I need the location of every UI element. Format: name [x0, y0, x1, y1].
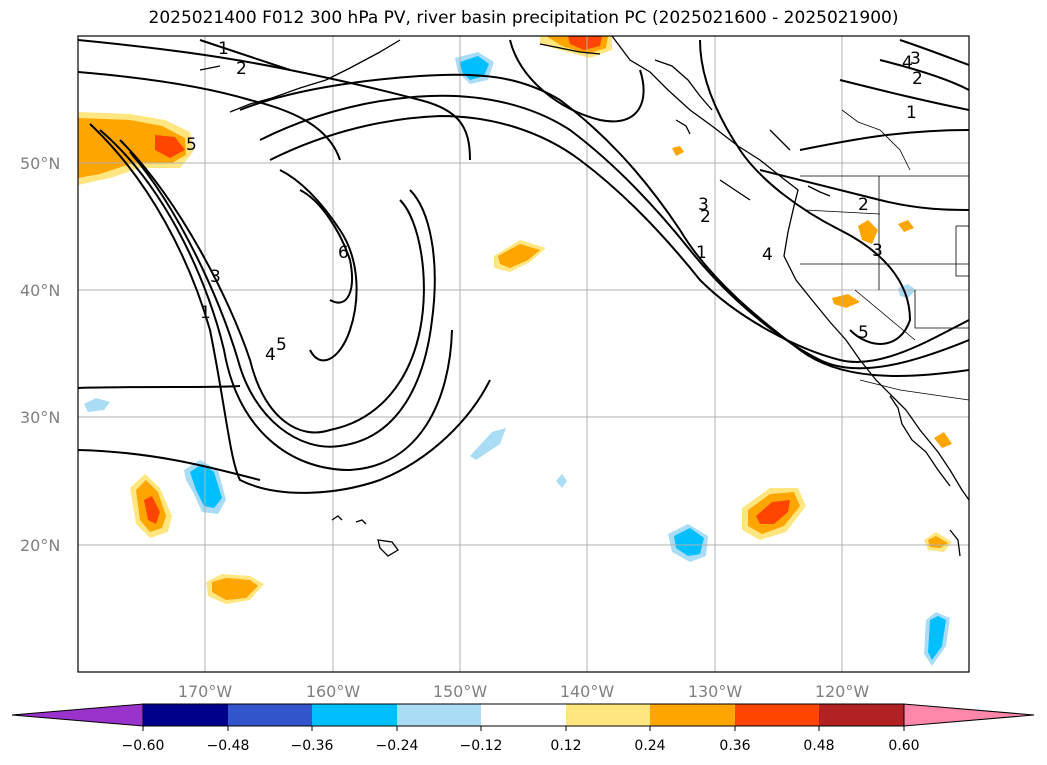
precip-patch [672, 146, 684, 156]
map-area [78, 36, 969, 672]
colorbar-segment [650, 704, 735, 726]
contour-label: 5 [276, 335, 287, 355]
colorbar-tick-label: 0.60 [888, 738, 919, 754]
contour-label: 4 [762, 245, 773, 265]
contour-label: 3 [210, 267, 221, 287]
colorbar-tick-label: −0.60 [122, 738, 165, 754]
lat-label: 50°N [20, 154, 60, 173]
contour-label: 4 [902, 53, 913, 73]
precip-patch [898, 220, 914, 232]
lon-label: 150°W [433, 682, 488, 701]
colorbar-segment [566, 704, 650, 726]
contour-label: 3 [698, 195, 709, 215]
precip-patch [84, 398, 110, 412]
colorbar-tick-label: −0.48 [207, 738, 250, 754]
precip-patch [144, 496, 160, 524]
contour-labels: 1 2 3 4 5 6 1 2 3 4 5 1 2 3 4 1 2 3 5 [186, 39, 923, 365]
precip-patch [212, 578, 258, 600]
contour-label: 5 [186, 135, 197, 155]
precip-patch [190, 464, 222, 508]
colorbar-segment [735, 704, 819, 726]
contour-label: 5 [858, 323, 869, 343]
precip-patch [858, 220, 878, 244]
contour-label: 4 [265, 345, 276, 365]
colorbar-tick-label: 0.36 [719, 738, 750, 754]
colorbar-tick-label: 0.24 [634, 738, 665, 754]
colorbar-tick-label: 0.48 [803, 738, 834, 754]
precip-patch [470, 428, 506, 460]
lon-label: 170°W [178, 682, 233, 701]
lon-labels: 170°W 160°W 150°W 140°W 130°W 120°W [178, 682, 870, 701]
precip-patch [928, 616, 946, 660]
contour-label: 1 [200, 303, 211, 323]
precip-patch [498, 244, 540, 268]
coastlines [199, 36, 969, 557]
precip-patch [674, 528, 704, 556]
lon-label: 160°W [306, 682, 361, 701]
colorbar-tick-label: 0.12 [550, 738, 581, 754]
colorbar-segment [481, 704, 566, 726]
colorbar-extend-high [903, 703, 1035, 727]
contour-label: 2 [700, 207, 711, 227]
lat-label: 40°N [20, 281, 60, 300]
lon-label: 120°W [815, 682, 870, 701]
lon-label: 130°W [688, 682, 743, 701]
contour-label: 2 [236, 59, 247, 79]
pv-contours [78, 39, 969, 494]
contour-label: 1 [906, 103, 917, 123]
lat-label: 30°N [20, 408, 60, 427]
contour-label: 1 [696, 243, 707, 263]
contour-label: 2 [912, 69, 923, 89]
colorbar-segment [312, 704, 397, 726]
precip-patch [568, 36, 602, 50]
colorbar-segment [397, 704, 481, 726]
colorbar-tick-label: −0.12 [460, 738, 503, 754]
colorbar-tick-label: −0.24 [376, 738, 419, 754]
contour-label: 3 [872, 241, 883, 261]
precip-patch [832, 294, 860, 308]
contour-label: 3 [910, 49, 921, 69]
map-frame [77, 35, 970, 673]
precip-patch [556, 474, 567, 488]
colorbar: −0.60 −0.48 −0.36 −0.24 −0.12 0.12 0.24 … [11, 703, 1035, 754]
precip-patch [155, 135, 185, 158]
map-title: 2025021400 F012 300 hPa PV, river basin … [148, 8, 899, 28]
precip-patch [756, 500, 790, 524]
colorbar-segment [143, 704, 228, 726]
precip-patch [934, 432, 952, 448]
contour-label: 6 [338, 243, 349, 263]
lat-labels: 50°N 40°N 30°N 20°N [20, 154, 60, 555]
lon-label: 140°W [560, 682, 615, 701]
contour-label: 1 [218, 39, 229, 59]
colorbar-frame [142, 703, 905, 727]
borders [800, 109, 969, 401]
contour-label: 2 [858, 195, 869, 215]
lat-label: 20°N [20, 536, 60, 555]
colorbar-segment [819, 704, 904, 726]
colorbar-segment [228, 704, 312, 726]
colorbar-tick-label: −0.36 [291, 738, 334, 754]
colorbar-extend-low [11, 703, 144, 727]
